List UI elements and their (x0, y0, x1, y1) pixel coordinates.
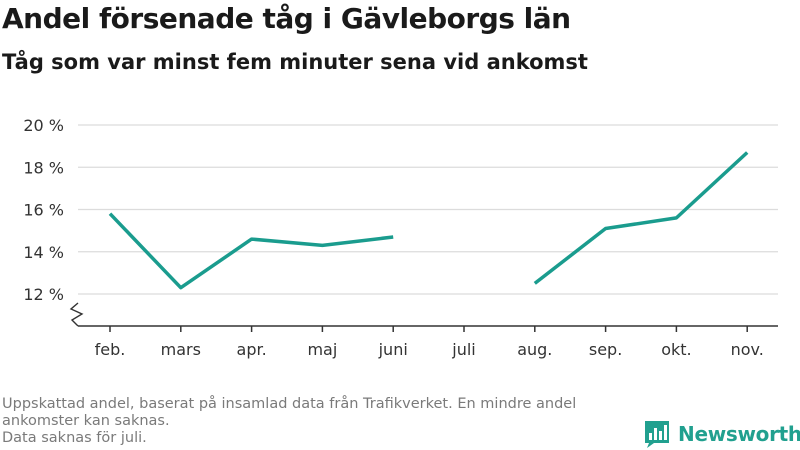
y-tick-label: 12 % (23, 285, 64, 304)
y-tick-label: 20 % (23, 116, 64, 135)
x-tick-label: sep. (589, 340, 622, 359)
chart-footer: Uppskattad andel, baserat på insamlad da… (2, 396, 632, 447)
brand-name: Newsworthy (678, 422, 800, 446)
y-tick-label: 14 % (23, 243, 64, 262)
x-tick-label: juli (451, 340, 475, 359)
brand-logo: Newsworthy (644, 420, 800, 448)
x-tick-label: okt. (661, 340, 691, 359)
x-tick-label: apr. (237, 340, 267, 359)
x-tick-label: juni (378, 340, 408, 359)
source-note: Uppskattad andel, baserat på insamlad da… (2, 396, 577, 429)
missing-data-note: Data saknas för juli. (2, 430, 147, 446)
chart-title: Andel försenade tåg i Gävleborgs län (2, 2, 571, 35)
x-tick-label: mars (161, 340, 201, 359)
x-tick-label: maj (307, 340, 337, 359)
y-tick-label: 18 % (23, 158, 64, 177)
y-axis-break (69, 302, 84, 327)
y-tick-label: 16 % (23, 201, 64, 220)
newsworthy-logo-icon (645, 421, 669, 448)
x-tick-label: nov. (731, 340, 764, 359)
x-tick-label: feb. (95, 340, 126, 359)
chart-subtitle: Tåg som var minst fem minuter sena vid a… (2, 50, 588, 74)
x-tick-label: aug. (517, 340, 552, 359)
series-line (108, 151, 749, 290)
